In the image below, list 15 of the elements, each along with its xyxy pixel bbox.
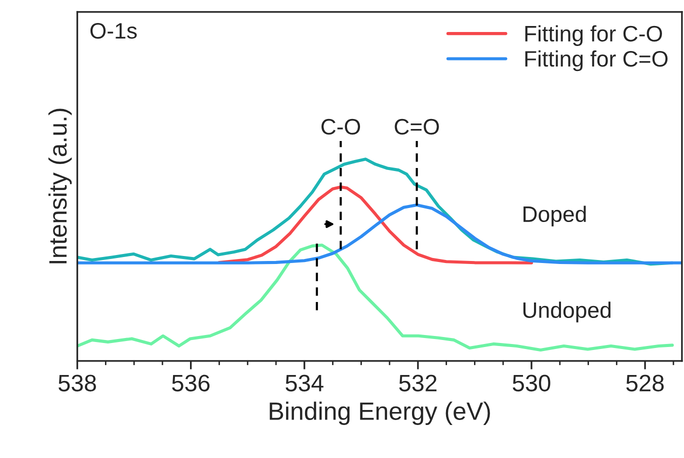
annotation: Undoped [523,302,610,322]
x-tick-label: 536 [172,374,210,392]
x-tick-label: 534 [286,374,324,392]
x-tick-label: 528 [626,374,664,392]
annotation: Doped [524,206,586,226]
x-axis-title: Binding Energy (eV) [270,402,490,425]
legend-label: Fitting for C=O [525,50,668,72]
x-tick-label: 538 [58,374,96,392]
y-axis-title: Intensity (a.u.) [48,108,72,264]
x-tick-label: 530 [512,374,550,392]
text: O-1s [90,22,137,39]
x-tick-label: 532 [399,374,436,392]
ref-line-label: C=O [394,118,439,135]
legend-label: Fitting for C-O [525,25,662,46]
ref-line-label: C-O [321,118,360,135]
